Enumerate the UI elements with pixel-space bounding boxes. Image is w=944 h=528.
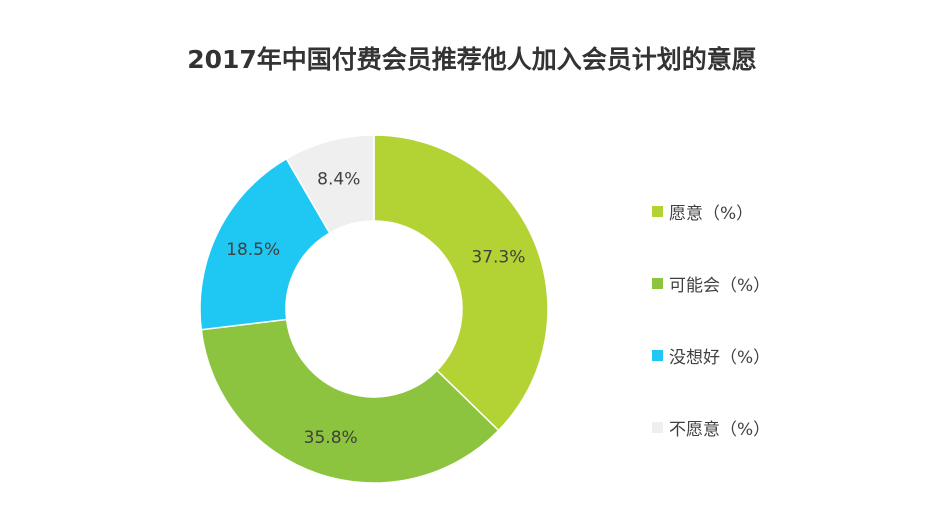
- legend: 愿意（%） 可能会（%） 没想好（%） 不愿意（%）: [652, 198, 770, 486]
- data-label-2: 35.8%: [304, 428, 358, 448]
- legend-swatch: [652, 277, 663, 289]
- legend-item-3: 没想好（%）: [652, 342, 770, 368]
- legend-label: 愿意（%）: [669, 203, 754, 224]
- legend-label: 可能会（%）: [669, 275, 771, 296]
- legend-label: 没想好（%）: [669, 347, 771, 368]
- legend-item-4: 不愿意（%）: [652, 414, 770, 440]
- legend-item-2: 可能会（%）: [652, 270, 770, 296]
- donut-slice-4: [285, 134, 375, 235]
- chart-title: 2017年中国付费会员推荐他人加入会员计划的意愿: [187, 45, 757, 74]
- donut-slice-3: [199, 157, 331, 331]
- legend-swatch: [652, 205, 663, 217]
- legend-label: 不愿意（%）: [669, 419, 771, 440]
- data-label-3: 18.5%: [226, 240, 280, 260]
- data-label-1: 37.3%: [471, 248, 525, 268]
- legend-swatch: [652, 349, 663, 361]
- donut-slice-2: [200, 318, 500, 484]
- legend-item-1: 愿意（%）: [652, 198, 770, 224]
- data-label-4: 8.4%: [317, 170, 360, 190]
- legend-swatch: [652, 421, 663, 433]
- donut-slice-1: [373, 134, 549, 432]
